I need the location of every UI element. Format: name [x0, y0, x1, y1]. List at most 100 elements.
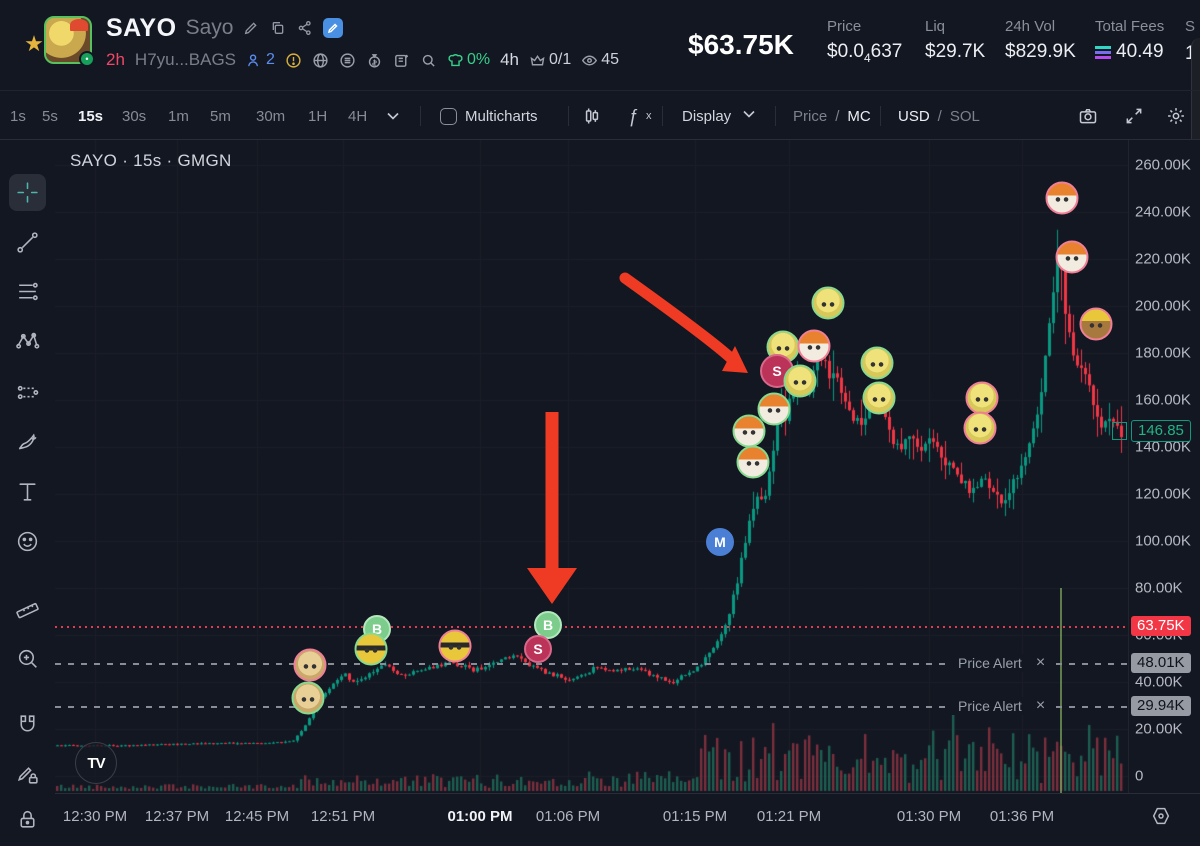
- favorite-star-icon[interactable]: ★: [24, 31, 44, 56]
- tool-magnet[interactable]: [9, 706, 46, 743]
- trade-marker-B[interactable]: B: [534, 611, 562, 639]
- tool-pencil-lock[interactable]: [9, 756, 46, 793]
- trader-avatar-dogduck[interactable]: [1079, 307, 1113, 341]
- price-axis[interactable]: 260.00K 240.00K 220.00K 200.00K 180.00K 160.0…: [1128, 140, 1200, 793]
- trade-marker-M[interactable]: M: [706, 528, 734, 556]
- timeframe-30s[interactable]: 30s: [122, 107, 147, 125]
- display-menu[interactable]: Display: [682, 91, 759, 141]
- kol-stat[interactable]: 0/1: [529, 51, 571, 69]
- website-icon[interactable]: [312, 52, 329, 69]
- trader-avatar-orangehat[interactable]: [797, 329, 831, 363]
- tool-crosshair[interactable]: [9, 174, 46, 211]
- timeframe-30m[interactable]: 30m: [256, 107, 286, 125]
- copy-icon[interactable]: [269, 19, 287, 37]
- trader-avatar-orangehat[interactable]: [732, 414, 766, 448]
- timeframe-5m[interactable]: 5m: [210, 107, 231, 125]
- price-alert-close-icon[interactable]: ×: [1035, 696, 1046, 714]
- avatar-face: [440, 631, 470, 661]
- tool-parallel-lines[interactable]: [9, 273, 46, 310]
- price-tick: 160.00K: [1135, 391, 1191, 409]
- trader-avatar-orangehat[interactable]: [757, 392, 791, 426]
- watchers-stat[interactable]: 45: [581, 51, 619, 69]
- trader-avatar-sponge[interactable]: [783, 364, 817, 398]
- token-age: 2h: [106, 50, 125, 69]
- tool-pattern[interactable]: [9, 323, 46, 360]
- price-mc-toggle[interactable]: Price / MC: [793, 107, 871, 125]
- trader-avatar-sponge[interactable]: [862, 381, 896, 415]
- share-icon[interactable]: [296, 19, 314, 37]
- fullscreen-icon[interactable]: [1124, 91, 1144, 141]
- tool-emoji[interactable]: [9, 523, 46, 560]
- time-tick: 01:30 PM: [896, 808, 962, 825]
- token-address[interactable]: H7yu...BAGS: [134, 50, 237, 69]
- timeframe-5s[interactable]: 5s: [42, 107, 58, 125]
- screenshot-camera-icon[interactable]: [1078, 91, 1098, 141]
- trader-avatar-orangehat[interactable]: [1055, 240, 1089, 274]
- time-tick: 01:00 PM: [447, 808, 513, 825]
- token-avatar[interactable]: •: [44, 16, 95, 67]
- tool-forecast[interactable]: [9, 374, 46, 411]
- timeframe-15s[interactable]: 15s: [78, 107, 104, 125]
- avatar-face: [734, 416, 764, 446]
- chart-legend[interactable]: SAYO · 15s · GMGN: [70, 151, 232, 170]
- tool-lock[interactable]: [9, 801, 46, 838]
- multicharts-checkbox[interactable]: [440, 107, 457, 125]
- trader-avatar-orangehat[interactable]: [736, 445, 770, 479]
- note-badge-icon[interactable]: [323, 18, 344, 38]
- candle-style-icon[interactable]: [582, 91, 602, 141]
- toolbar-divider: [568, 106, 569, 126]
- time-axis[interactable]: 12:30 PM 12:37 PM 12:45 PM 12:51 PM 01:00 PM…: [55, 793, 1200, 846]
- telegram-icon[interactable]: [339, 52, 356, 69]
- price-alert-line[interactable]: [55, 705, 1128, 708]
- time-tick: 01:36 PM: [989, 808, 1055, 825]
- price-alert-label: Price Alert ×: [950, 654, 1054, 673]
- pattern-icon: [16, 332, 40, 349]
- timeframe-1H[interactable]: 1H: [308, 107, 328, 125]
- holders-stat[interactable]: 2: [246, 51, 275, 69]
- price-alert-close-icon[interactable]: ×: [1035, 654, 1046, 672]
- timeframe-1s[interactable]: 1s: [10, 107, 26, 125]
- chart-settings-gear-icon[interactable]: [1166, 91, 1186, 141]
- dev-holding-stat[interactable]: 0%: [447, 51, 490, 69]
- price-tick: 260.00K: [1135, 156, 1191, 174]
- chart-pane[interactable]: SAYO · 15s · GMGN TV Price Alert × Price A…: [55, 140, 1128, 793]
- trader-avatar-hamster[interactable]: [293, 648, 327, 682]
- usd-sol-toggle[interactable]: USD / SOL: [898, 107, 980, 125]
- vol-label: 24h Vol: [1005, 18, 1056, 35]
- axis-settings-icon[interactable]: [1150, 805, 1172, 832]
- liq-stat: Liq $29.7K: [925, 18, 985, 63]
- trade-marker-S[interactable]: S: [524, 635, 552, 663]
- toolbar-divider: [662, 106, 663, 126]
- notes-icon[interactable]: [393, 52, 410, 69]
- timeframe-1m[interactable]: 1m: [168, 107, 189, 125]
- avg-cost-dotted-line[interactable]: [55, 626, 1128, 629]
- trader-avatar-sponge[interactable]: [965, 381, 999, 415]
- token-avatar-art: [70, 19, 88, 31]
- trader-avatar-orangehat[interactable]: [1045, 181, 1079, 215]
- tool-text[interactable]: [9, 473, 46, 510]
- trader-avatar-duck[interactable]: [438, 629, 472, 663]
- multicharts-toggle[interactable]: Multicharts: [440, 91, 538, 141]
- tool-zoom-in[interactable]: [9, 640, 46, 677]
- trader-avatar-hamster[interactable]: [291, 681, 325, 715]
- trader-avatar-sponge[interactable]: [860, 346, 894, 380]
- tool-measure[interactable]: [9, 588, 46, 625]
- warning-icon[interactable]: [285, 52, 302, 69]
- trader-avatar-sponge[interactable]: [811, 286, 845, 320]
- timeframe-chevron-icon[interactable]: [383, 91, 403, 141]
- watchers-count: 45: [601, 51, 620, 68]
- avatar-face: [1057, 242, 1087, 272]
- search-icon[interactable]: [420, 52, 437, 69]
- dev-funding-icon[interactable]: [366, 52, 383, 69]
- price-chart-canvas[interactable]: [55, 140, 1128, 793]
- edit-icon[interactable]: [242, 19, 260, 37]
- tradingview-logo[interactable]: TV: [75, 742, 117, 784]
- trader-avatar-duck[interactable]: [354, 632, 388, 666]
- tool-trend-line[interactable]: [9, 224, 46, 261]
- price-alert-line[interactable]: [55, 663, 1128, 666]
- tool-brush[interactable]: [9, 424, 46, 461]
- timeframe-4H[interactable]: 4H: [348, 107, 368, 125]
- trader-avatar-sponge[interactable]: [963, 411, 997, 445]
- measure-icon: [16, 602, 39, 619]
